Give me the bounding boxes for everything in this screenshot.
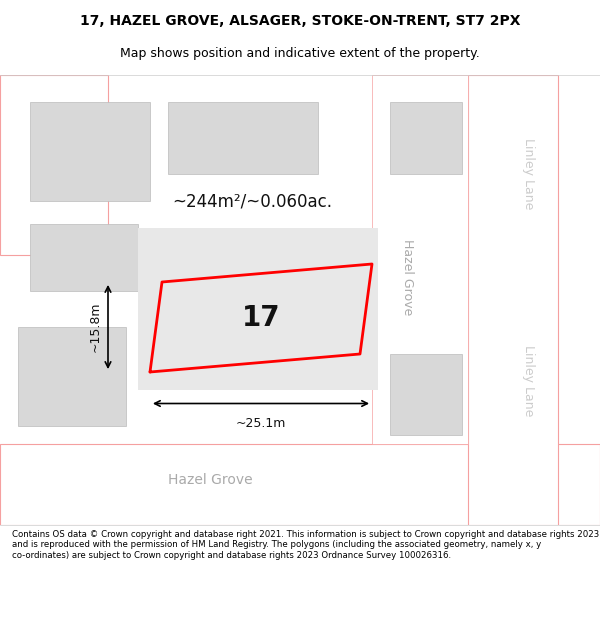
Bar <box>138 228 378 390</box>
Text: ~244m²/~0.060ac.: ~244m²/~0.060ac. <box>172 192 332 210</box>
Bar <box>18 327 126 426</box>
Text: 17, HAZEL GROVE, ALSAGER, STOKE-ON-TRENT, ST7 2PX: 17, HAZEL GROVE, ALSAGER, STOKE-ON-TRENT… <box>80 14 520 28</box>
Bar <box>468 75 558 525</box>
Bar <box>390 354 462 435</box>
Bar <box>0 444 600 525</box>
Text: 17: 17 <box>242 304 280 332</box>
Bar <box>390 102 462 174</box>
Text: ~15.8m: ~15.8m <box>89 302 102 352</box>
Bar <box>0 75 108 255</box>
Text: Hazel Grove: Hazel Grove <box>167 473 253 487</box>
Text: Linley Lane: Linley Lane <box>521 345 535 417</box>
Bar <box>168 102 318 174</box>
Text: ~25.1m: ~25.1m <box>236 417 286 430</box>
Bar <box>30 224 138 291</box>
Text: Contains OS data © Crown copyright and database right 2021. This information is : Contains OS data © Crown copyright and d… <box>12 530 599 560</box>
Text: Map shows position and indicative extent of the property.: Map shows position and indicative extent… <box>120 48 480 61</box>
Text: Linley Lane: Linley Lane <box>521 138 535 210</box>
Bar <box>372 75 468 444</box>
Bar <box>30 102 150 201</box>
Text: Hazel Grove: Hazel Grove <box>401 239 415 316</box>
